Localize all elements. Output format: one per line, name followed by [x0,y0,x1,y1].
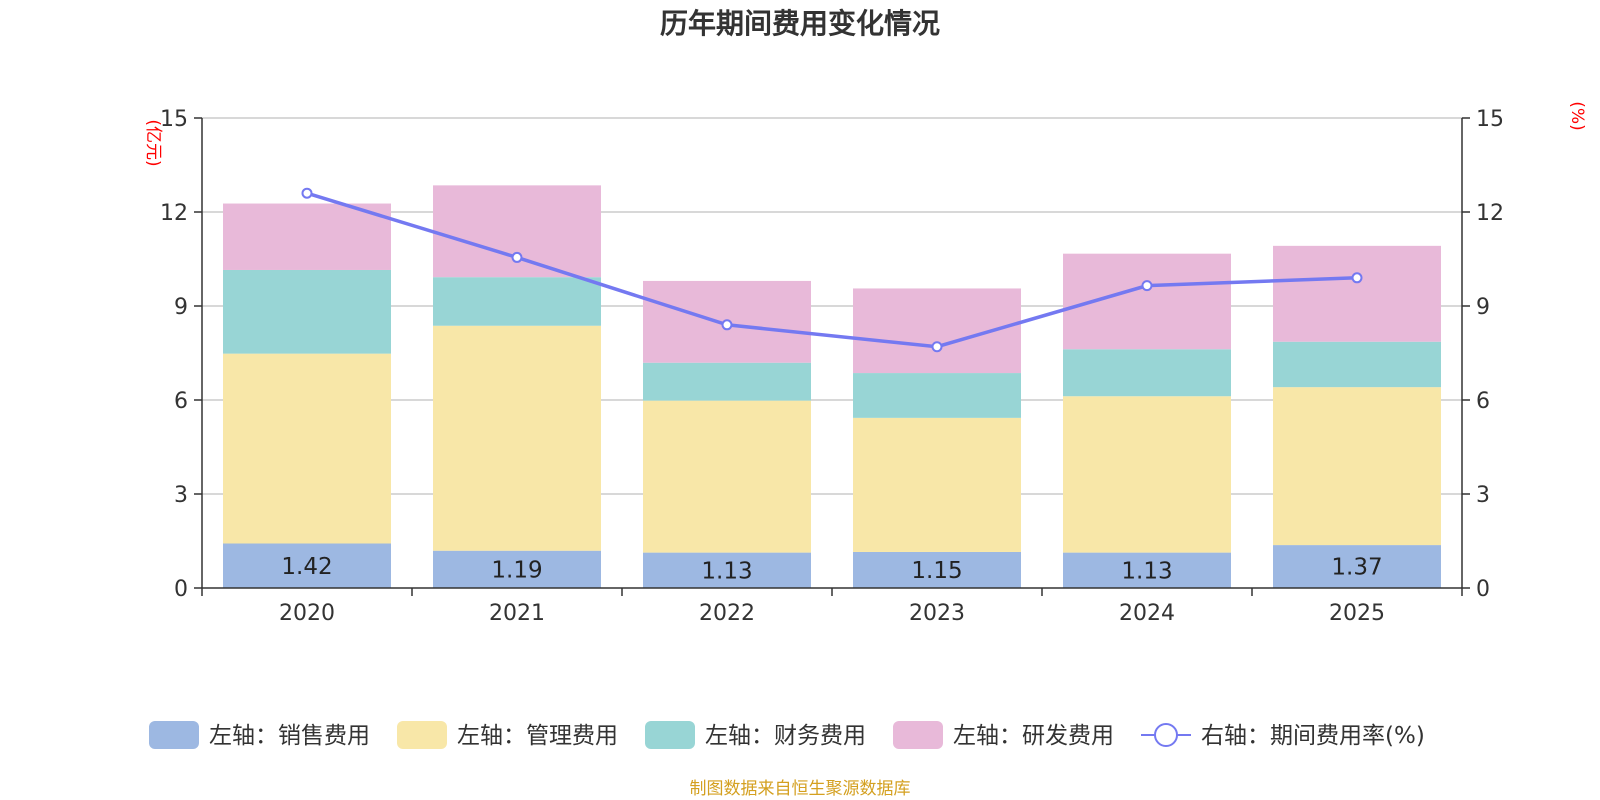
right-tick-label: 9 [1476,295,1490,320]
bar-segment [433,185,601,278]
data-labels: 1.42 1.19 1.13 1.15 1.13 1.37 [281,554,1382,585]
rate-point [1351,272,1363,284]
bar-value-label: 1.13 [1121,558,1172,584]
left-tick-label: 6 [174,389,188,414]
bar-value-label: 1.42 [281,554,332,580]
legend-label: 左轴：财务费用 [705,723,866,749]
legend-swatch [893,721,943,749]
grid-lines [202,117,1462,495]
legend-label: 左轴：销售费用 [209,723,370,749]
bar-segment [643,362,811,401]
rate-line-series [301,187,1363,353]
bar-segment [433,325,601,551]
bar-value-label: 1.19 [491,557,542,583]
legend-swatch [149,721,199,749]
right-tick-label: 12 [1476,201,1504,226]
bar-segment [1063,349,1231,397]
right-axis-unit: (%) [1567,101,1587,130]
left-tick-label: 3 [174,483,188,508]
x-tick-label: 2025 [1329,601,1385,626]
legend-swatch [397,721,447,749]
bar-segment [643,400,811,553]
legend: 左轴：销售费用 左轴：管理费用 左轴：财务费用 左轴：研发费用 右轴：期间费用率(%) [149,721,1425,749]
legend-label: 左轴：研发费用 [953,723,1114,749]
left-tick-label: 0 [174,577,188,602]
rate-point [1141,280,1153,292]
bar-segment [223,269,391,354]
rate-point [301,187,313,199]
bar-segment [223,353,391,544]
bar-segment [1063,552,1231,588]
bar-segment [223,203,391,270]
x-tick-label: 2024 [1119,601,1175,626]
legend-label: 左轴：管理费用 [457,723,618,749]
bar-value-label: 1.15 [911,558,962,584]
legend-swatch [645,721,695,749]
left-tick-label: 15 [160,107,188,132]
left-tick-label: 9 [174,295,188,320]
bar-segment [643,552,811,588]
bar-segment [1273,545,1441,588]
source-note: 制图数据来自恒生聚源数据库 [690,779,911,799]
bar-segment [433,277,601,326]
bar-series [223,185,1441,588]
bar-value-label: 1.13 [701,558,752,584]
bar-segment [223,543,391,588]
right-tick-label: 0 [1476,577,1490,602]
bar-segment [1063,396,1231,553]
left-tick-label: 12 [160,201,188,226]
bar-segment [853,551,1021,588]
legend-label: 右轴：期间费用率(%) [1201,723,1425,749]
legend-marker [1154,723,1178,747]
right-tick-label: 6 [1476,389,1490,414]
bar-value-label: 1.37 [1331,555,1382,581]
x-tick-label: 2020 [279,601,335,626]
bar-segment [1273,387,1441,546]
right-tick-label: 3 [1476,483,1490,508]
rate-point [931,341,943,353]
rate-point [511,251,523,263]
rate-point [721,319,733,331]
bar-segment [853,417,1021,552]
bar-segment [433,550,601,588]
bar-segment [1273,341,1441,388]
bar-segment [1273,245,1441,342]
rate-line [306,191,1358,349]
x-tick-label: 2022 [699,601,755,626]
x-tick-label: 2021 [489,601,545,626]
bar-segment [853,373,1021,418]
x-tick-label: 2023 [909,601,965,626]
axes: 0 3 6 9 12 15 0 3 6 9 12 15 2020 2021 2022 2023 2024 2025 [160,107,1504,626]
right-tick-label: 15 [1476,107,1504,132]
left-axis-unit: (亿元) [143,119,163,166]
chart-title: 历年期间费用变化情况 [660,7,940,40]
